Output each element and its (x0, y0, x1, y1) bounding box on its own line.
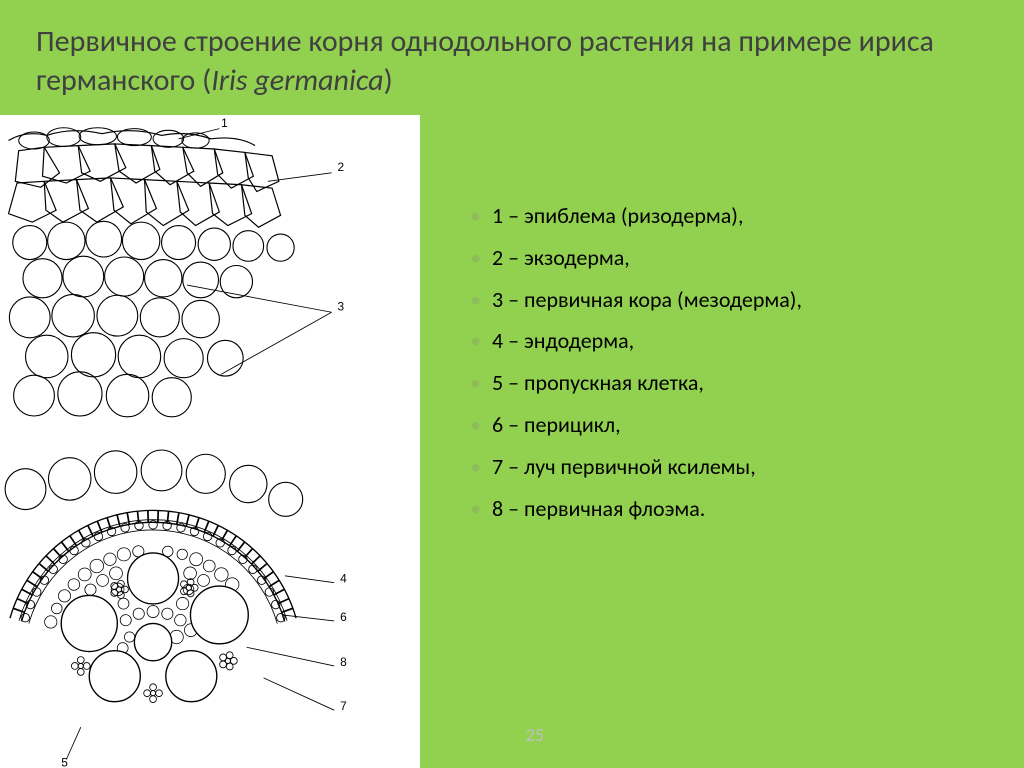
svg-text:4: 4 (340, 572, 347, 586)
legend-item: 5 – пропускная клетка, (470, 362, 950, 404)
legend-item: 6 – перицикл, (470, 404, 950, 446)
legend-item: 1 – эпиблема (ризодерма), (470, 195, 950, 237)
legend-item: 7 – луч первичной ксилемы, (470, 446, 950, 488)
svg-text:5: 5 (61, 755, 68, 768)
legend-item: 4 – эндодерма, (470, 320, 950, 362)
legend-item: 3 – первичная кора (мезодерма), (470, 279, 950, 321)
slide-title: Первичное строение корня однодольного ра… (36, 22, 988, 100)
svg-text:1: 1 (221, 116, 228, 130)
svg-text:7: 7 (340, 699, 347, 713)
legend-list: 1 – эпиблема (ризодерма),2 – экзодерма,3… (470, 195, 950, 529)
svg-text:2: 2 (338, 160, 345, 174)
title-end: ) (384, 62, 393, 99)
legend-item: 8 – первичная флоэма. (470, 488, 950, 530)
svg-text:6: 6 (340, 610, 347, 624)
diagram-area: 1 2 3 4 5 6 7 8 (0, 115, 420, 768)
svg-text:3: 3 (338, 300, 345, 314)
legend: 1 – эпиблема (ризодерма),2 – экзодерма,3… (470, 195, 950, 529)
title-latin: Iris germanica (211, 62, 383, 99)
svg-text:8: 8 (340, 655, 347, 669)
slide: Первичное строение корня однодольного ра… (0, 0, 1024, 768)
page-number: 25 (526, 724, 544, 746)
root-cross-section-diagram: 1 2 3 4 5 6 7 8 (0, 115, 420, 768)
title-main: Первичное строение корня однодольного ра… (36, 23, 934, 99)
legend-item: 2 – экзодерма, (470, 237, 950, 279)
